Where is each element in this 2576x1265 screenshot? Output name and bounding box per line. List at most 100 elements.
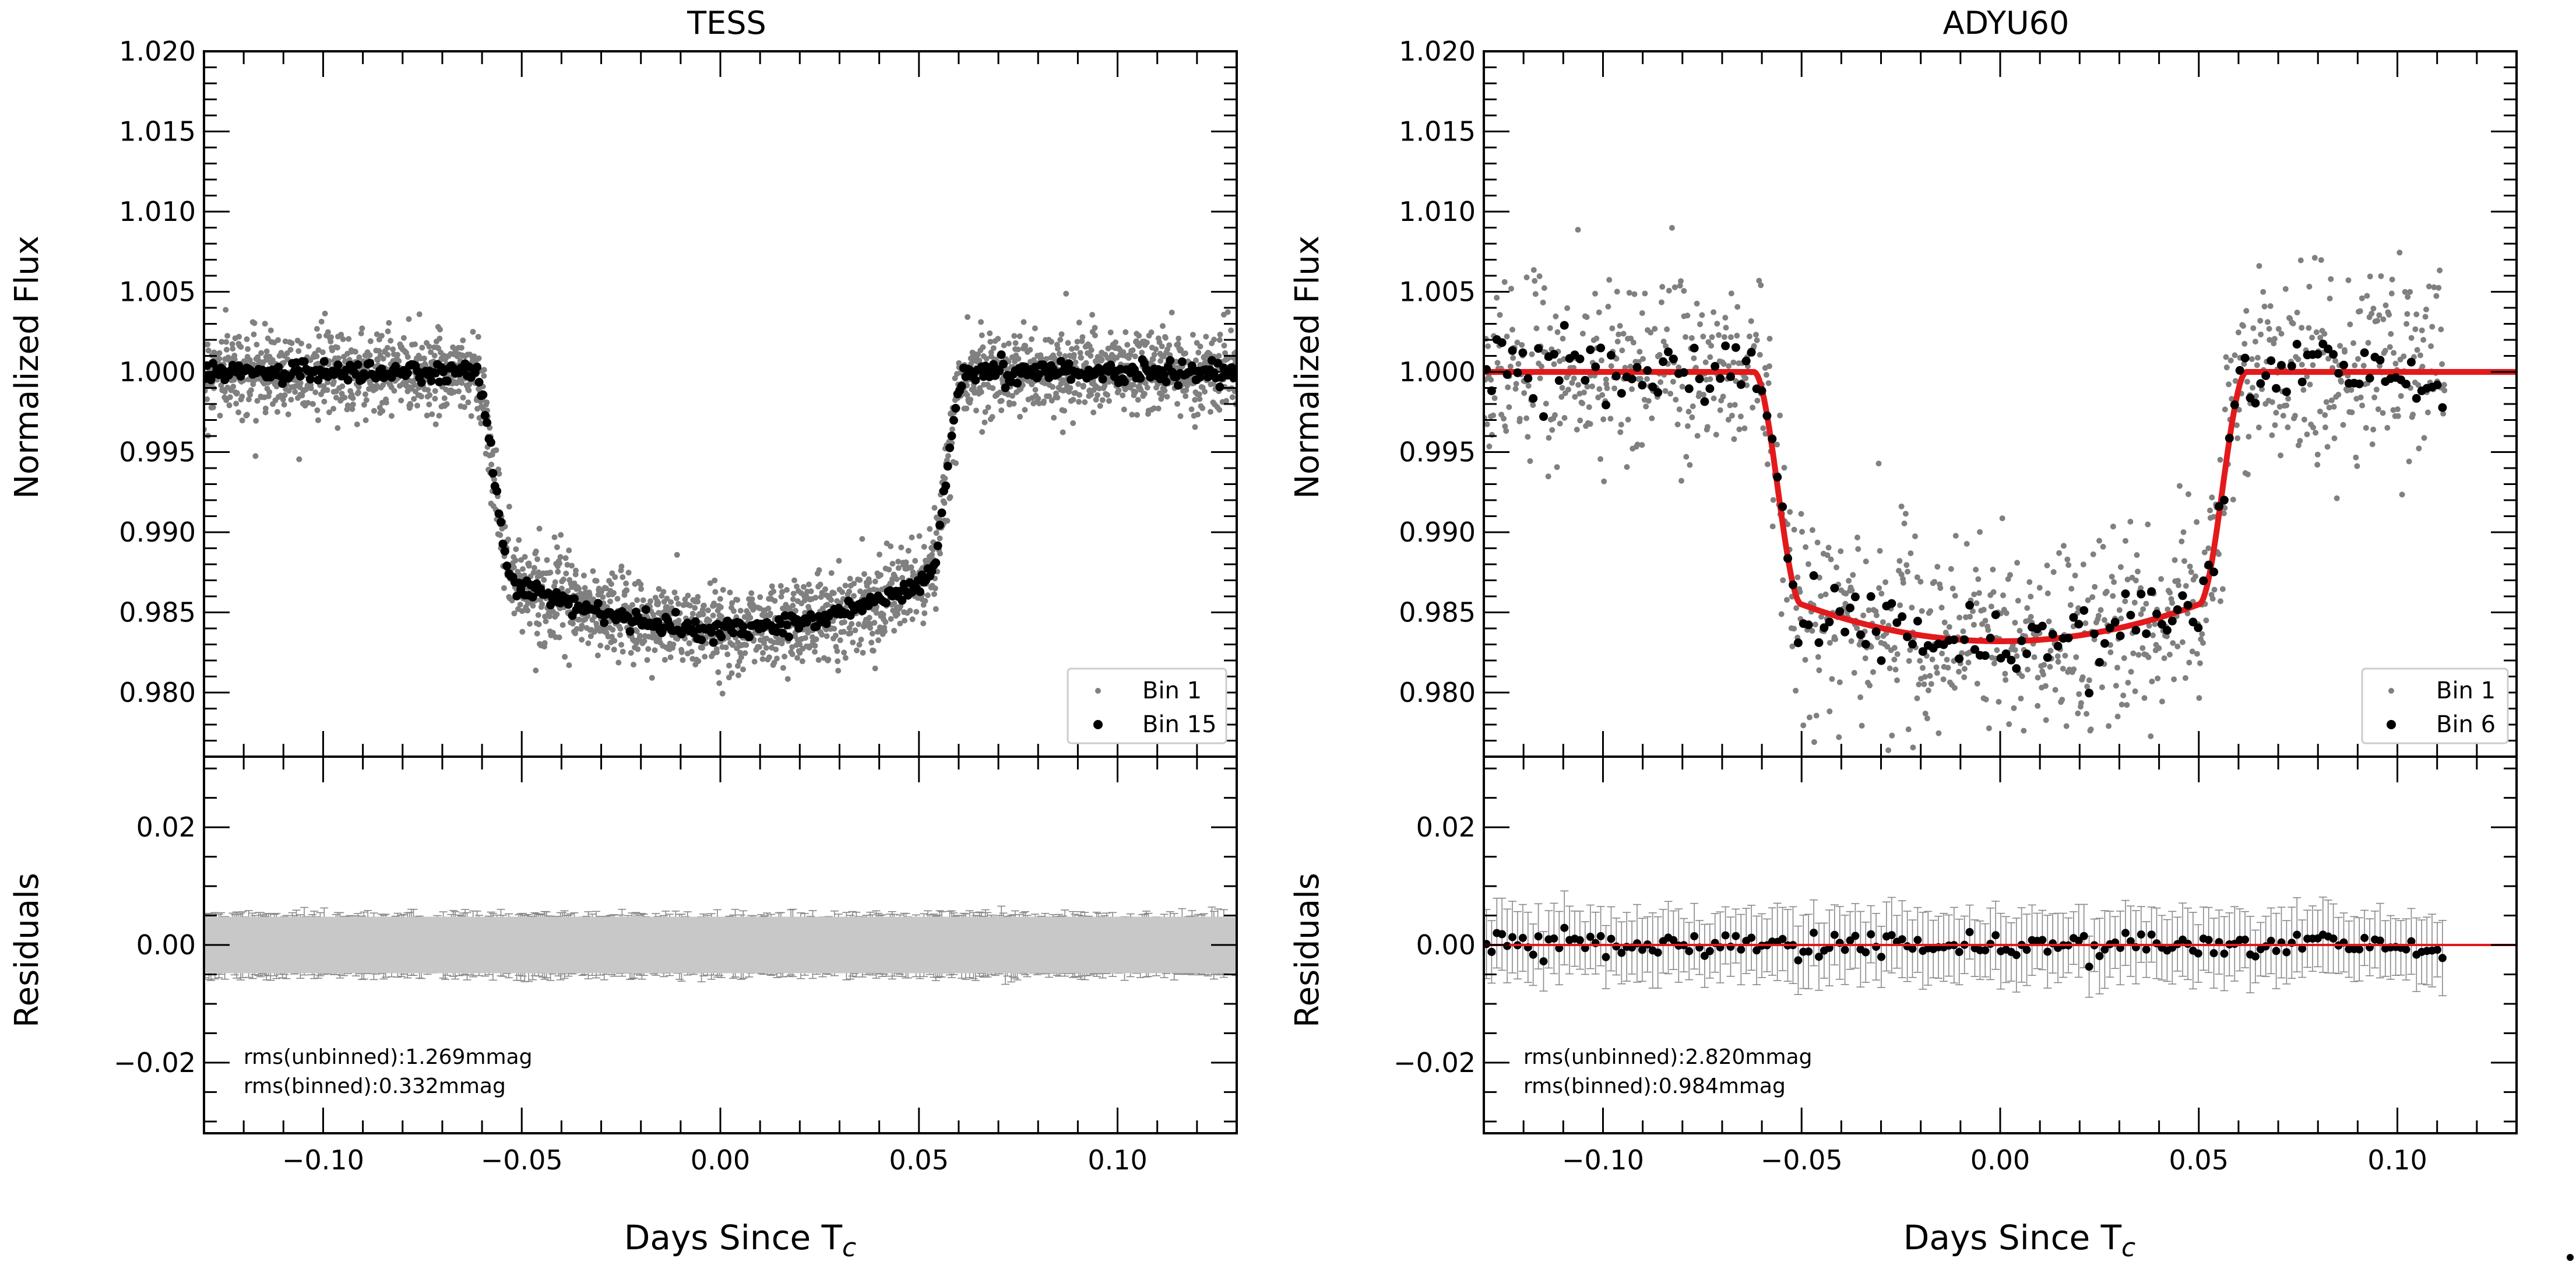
tess-bin1-point [822, 586, 828, 592]
tess-bin1-point [973, 407, 979, 414]
tess-bin1-point [385, 328, 391, 335]
tess-bin1-point [268, 327, 274, 333]
tess-bin1-point [597, 628, 603, 634]
tess-binned-point [641, 605, 650, 614]
tess-bin1-point [989, 414, 995, 420]
tess-bin1-point [784, 676, 791, 682]
tess-flux-ylabel: Normalized Flux [8, 236, 46, 499]
tess-bin1-point [522, 554, 528, 560]
tess-bin1-point [932, 606, 939, 612]
tess-bin1-point [835, 667, 842, 674]
tess-bin1-point [712, 577, 718, 584]
tess-bin1-point [235, 409, 242, 416]
tess-bin1-point [944, 518, 951, 524]
tess-bin1-point [460, 337, 466, 343]
tess-bin1-point [637, 632, 643, 639]
tess-bin1-point [205, 347, 212, 354]
tess-bin1-point [695, 599, 701, 605]
tess-bin1-point [856, 621, 862, 627]
tess-bin1-point [299, 392, 305, 399]
tess-bin1-point [216, 350, 223, 356]
tess-bin1-point [236, 333, 242, 340]
tess-bin1-point [817, 581, 824, 588]
tess-bin1-point [1032, 386, 1039, 393]
tess-binned-point [528, 592, 537, 602]
tess-bin1-point [1036, 400, 1043, 406]
tess-bin1-point [1060, 429, 1066, 435]
tess-bin1-point [493, 447, 499, 454]
tess-bin1-point [726, 662, 732, 669]
tess-bin1-point [419, 345, 425, 351]
tess-bin1-point [1120, 392, 1126, 399]
tess-bin1-point [725, 634, 731, 641]
tess-bin1-point [316, 333, 322, 339]
tess-bin1-point [594, 652, 601, 659]
tess-bin1-point [723, 644, 729, 651]
tess-bin1-point [1072, 359, 1079, 366]
tess-bin1-point [1022, 343, 1029, 349]
tess-binned-point [480, 411, 490, 420]
tess-bin1-point [275, 337, 281, 343]
tess-bin1-point [1132, 353, 1138, 360]
tess-bin1-point [891, 628, 898, 634]
tess-bin1-point [937, 535, 943, 542]
tess-bin1-point [607, 598, 613, 605]
tess-bin1-point [608, 581, 614, 587]
tess-bin1-point [244, 412, 250, 418]
tess-bin1-point [1097, 403, 1103, 409]
tess-bin1-point [322, 310, 328, 317]
tess-bin1-point [620, 574, 626, 581]
tess-bin1-point [516, 537, 522, 543]
tess-binned-point [570, 594, 579, 603]
tess-bin1-point [686, 640, 692, 646]
tess-bin1-point [724, 651, 731, 658]
tess-bin1-point [1120, 349, 1127, 356]
tess-binned-point [1067, 375, 1075, 384]
tess-bin1-point [963, 405, 970, 412]
tess-bin1-point [1082, 399, 1088, 405]
tess-bin1-point [512, 557, 519, 564]
tess-bin1-point [350, 395, 356, 402]
tess-bin1-point [330, 378, 337, 385]
tess-bin1-point [715, 669, 722, 676]
tess-bin1-point [466, 387, 472, 393]
tess-bin1-point [726, 674, 732, 681]
tess-bin1-point [384, 345, 390, 351]
tess-bin1-point [319, 349, 326, 356]
tess-bin1-point [1058, 331, 1065, 338]
tess-bin1-point [217, 413, 223, 419]
tess-bin1-point [414, 402, 420, 409]
tess-binned-point [492, 487, 502, 496]
tess-binned-point [512, 592, 522, 600]
tess-bin1-point [710, 612, 716, 619]
tess-bin1-point [749, 596, 755, 602]
tess-bin1-point [263, 348, 270, 354]
tess-bin1-point [432, 388, 438, 394]
tess-bin1-point [579, 637, 585, 643]
tess-bin1-point [661, 656, 668, 663]
tess-bin1-point [1206, 351, 1213, 357]
tess-bin1-point [623, 580, 629, 586]
tess-binned-point [474, 378, 484, 387]
tess-bin1-point [600, 594, 606, 600]
tess-bin1-point [1092, 325, 1098, 331]
tess-bin1-point [736, 672, 741, 679]
tess-bin1-point [757, 594, 763, 600]
tess-bin1-point [1121, 406, 1127, 413]
tess-bin1-point [714, 649, 720, 655]
tess-bin1-point [748, 590, 755, 596]
tess-binned-point [995, 366, 1004, 375]
tess-bin1-point [564, 561, 571, 568]
tess-bin1-point [983, 356, 990, 362]
tess-bin1-point [889, 561, 896, 567]
tess-bin1-point [219, 339, 225, 345]
tess-bin1-point [426, 401, 432, 407]
tess-bin1-point [898, 603, 904, 609]
tess-binned-point [1174, 381, 1183, 390]
tess-bin1-point [355, 389, 361, 396]
tess-bin1-point [936, 516, 942, 522]
tess-bin1-point [871, 620, 878, 626]
tess-bin1-point [1065, 340, 1071, 346]
tess-bin1-point [882, 619, 889, 626]
tess-bin1-point [990, 385, 996, 391]
